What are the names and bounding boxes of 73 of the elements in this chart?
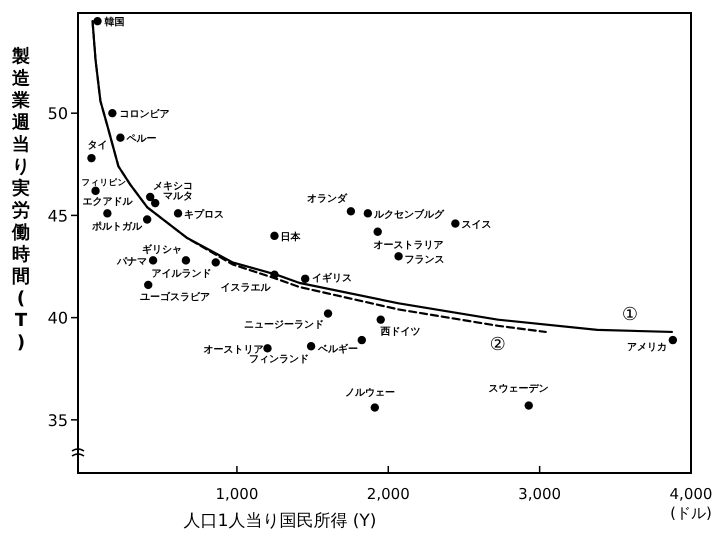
- annotation: ベルギー: [316, 343, 358, 356]
- point: [93, 16, 102, 26]
- series-label: ②: [490, 334, 506, 355]
- annotation: ニュージーランド: [244, 320, 324, 331]
- y-tick-label: 45: [48, 206, 68, 226]
- annotation: ポルトガル: [91, 221, 144, 232]
- annotation: フィンランド: [249, 354, 310, 366]
- point: [358, 336, 366, 344]
- point: [103, 209, 112, 218]
- x-tick-label: 1,000: [215, 485, 258, 503]
- annotation: イスラエル: [220, 282, 272, 294]
- point: [263, 344, 272, 352]
- point: [524, 401, 533, 410]
- point: [91, 186, 100, 196]
- annotation: ユーゴスラビア: [140, 290, 210, 303]
- point: [346, 207, 356, 216]
- series-label: ①: [622, 304, 638, 325]
- annotation: アメリカ: [626, 342, 667, 354]
- annotation: ノルウェー: [344, 388, 395, 399]
- annotation: ルクセンブルグ: [372, 208, 445, 220]
- annotation: オランダ: [306, 192, 348, 204]
- annotation: 日本: [280, 230, 302, 243]
- annotation: アイルランド: [152, 268, 212, 280]
- annotation: 西ドイツ: [380, 326, 421, 338]
- point: [376, 315, 385, 324]
- point: [373, 228, 382, 236]
- point: [370, 403, 380, 412]
- point: [144, 280, 152, 290]
- point: [364, 209, 372, 218]
- point: [174, 209, 182, 218]
- annotation: メキシコ: [153, 181, 194, 192]
- text: (ドル): [670, 504, 712, 522]
- annotation: スウェーデン: [488, 384, 549, 395]
- annotation: 韓国: [104, 16, 125, 28]
- point: [270, 232, 279, 240]
- point: [150, 198, 160, 208]
- annotation: キプロス: [184, 208, 224, 220]
- point: [116, 134, 125, 142]
- point: [182, 256, 190, 265]
- annotation: スイス: [461, 220, 492, 231]
- point: [300, 274, 310, 283]
- x-tick-label: 2,000: [366, 485, 410, 503]
- point: [324, 309, 332, 318]
- annotation: ペルー: [125, 134, 156, 145]
- y-tick-label: 40: [48, 308, 68, 328]
- point: [306, 342, 316, 350]
- annotation: コロンビア: [119, 108, 170, 120]
- y-tick-label: 50: [48, 104, 68, 124]
- annotation: パナマ: [116, 256, 148, 268]
- text: 製造業週当り実労働時間(T): [12, 46, 30, 353]
- point: [108, 108, 117, 118]
- point: [212, 258, 220, 267]
- point: [142, 215, 152, 224]
- point: [146, 192, 154, 202]
- x-tick-label: 3,000: [518, 485, 562, 503]
- x-tick-label: 4,000: [670, 485, 712, 503]
- annotation: フィリピン: [82, 176, 127, 188]
- annotation: フランス: [404, 254, 445, 266]
- point: [668, 336, 678, 344]
- annotation: イギリス: [312, 272, 352, 284]
- point: [148, 256, 158, 265]
- annotation: タイ: [87, 140, 108, 152]
- annotation: オーストラリア: [374, 240, 444, 251]
- x-axis-title: 人口1人当り国民所得 (Y): [184, 511, 376, 531]
- y-tick-label: 35: [48, 410, 68, 430]
- point: [451, 219, 460, 228]
- annotation: ギリシャ: [142, 243, 182, 256]
- annotation: オーストリア: [204, 344, 264, 356]
- point: [270, 270, 279, 279]
- annotation: エクアドル: [82, 196, 134, 208]
- point: [87, 154, 96, 162]
- annotation: マルタ: [163, 191, 194, 202]
- point: [394, 252, 403, 260]
